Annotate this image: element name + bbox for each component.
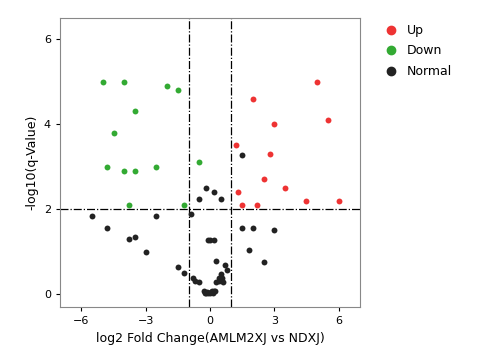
Point — [203, 289, 211, 295]
Point — [131, 168, 139, 174]
Point — [204, 237, 212, 243]
Point — [204, 290, 212, 296]
Point — [110, 130, 118, 136]
Point — [214, 278, 222, 283]
Point — [206, 290, 214, 295]
Point — [120, 79, 128, 84]
Point — [281, 185, 289, 191]
Point — [270, 228, 278, 233]
Point — [174, 87, 182, 93]
Point — [210, 288, 218, 294]
Point — [191, 278, 199, 283]
Point — [202, 290, 209, 295]
Point — [253, 202, 261, 208]
Point — [120, 168, 128, 174]
Point — [206, 237, 214, 243]
Point — [88, 213, 96, 219]
Point — [212, 288, 220, 293]
X-axis label: log2 Fold Change(AMLM2XJ vs NDXJ): log2 Fold Change(AMLM2XJ vs NDXJ) — [96, 332, 324, 345]
Point — [196, 160, 203, 165]
Point — [124, 202, 132, 208]
Point — [324, 117, 332, 122]
Point — [238, 152, 246, 157]
Point — [202, 185, 209, 191]
Point — [200, 290, 208, 295]
Point — [249, 96, 257, 101]
Point — [260, 176, 268, 182]
Point — [270, 121, 278, 127]
Point — [238, 202, 246, 208]
Point — [219, 280, 227, 285]
Point — [189, 275, 197, 281]
Point — [200, 288, 207, 294]
Point — [221, 263, 229, 268]
Point — [218, 275, 226, 281]
Point — [163, 83, 171, 89]
Point — [334, 198, 342, 204]
Point — [196, 280, 203, 285]
Point — [210, 189, 218, 195]
Point — [124, 236, 132, 242]
Point — [180, 270, 188, 276]
Point — [244, 247, 252, 252]
Point — [152, 164, 160, 169]
Point — [212, 258, 220, 264]
Legend: Up, Down, Normal: Up, Down, Normal — [378, 24, 452, 78]
Point — [142, 249, 150, 255]
Point — [152, 213, 160, 219]
Point — [223, 267, 231, 273]
Point — [208, 288, 216, 294]
Point — [302, 198, 310, 204]
Y-axis label: -log10(q-Value): -log10(q-Value) — [26, 115, 38, 210]
Point — [209, 290, 217, 296]
Point — [234, 189, 242, 195]
Point — [174, 264, 182, 269]
Point — [180, 202, 188, 208]
Point — [313, 79, 321, 84]
Point — [207, 289, 215, 295]
Point — [103, 164, 111, 169]
Point — [131, 108, 139, 114]
Point — [214, 275, 222, 281]
Point — [232, 143, 239, 148]
Point — [103, 226, 111, 231]
Point — [216, 196, 224, 201]
Point — [260, 259, 268, 265]
Point — [266, 151, 274, 157]
Point — [212, 280, 220, 285]
Point — [186, 211, 194, 217]
Point — [249, 226, 257, 231]
Point — [238, 226, 246, 231]
Point — [99, 79, 107, 84]
Point — [210, 237, 218, 243]
Point — [131, 234, 139, 240]
Point — [216, 271, 224, 277]
Point — [196, 196, 203, 201]
